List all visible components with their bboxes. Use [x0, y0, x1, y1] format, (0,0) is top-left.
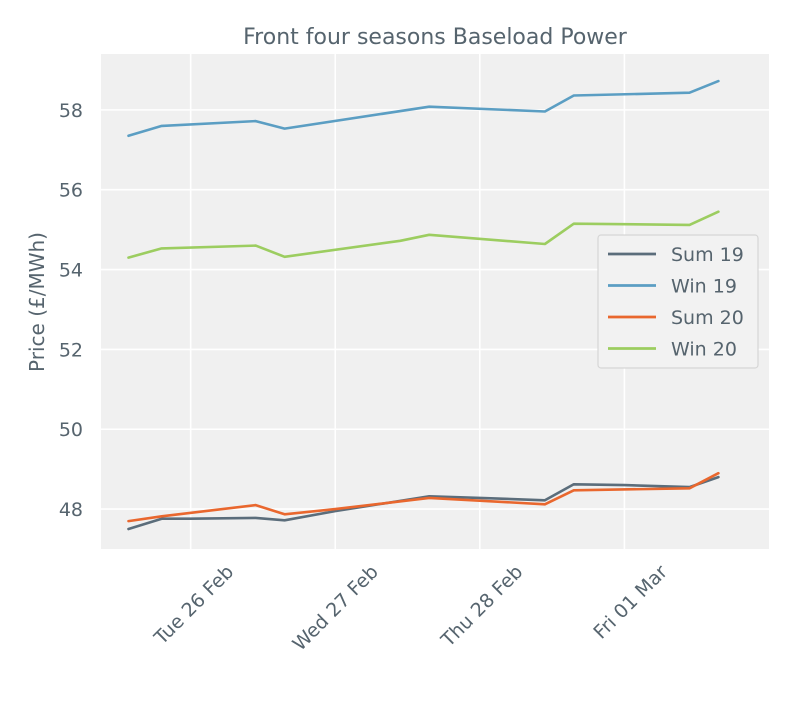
- y-axis: 48 50 52 54 56 58: [59, 100, 83, 521]
- legend-items: Sum 19 Win 19 Sum 20 Win 20: [608, 244, 744, 361]
- legend-label: Win 19: [671, 276, 737, 298]
- series-line-win-19: [127, 79, 720, 138]
- y-tick-label: 48: [59, 499, 83, 521]
- series-line-win-20: [127, 210, 720, 259]
- legend: Sum 19 Win 19 Sum 20 Win 20: [597, 234, 759, 369]
- y-axis-label: Price (£/MWh): [25, 232, 49, 372]
- series-lines: [127, 79, 720, 531]
- legend-label: Win 20: [671, 339, 737, 361]
- y-tick-label: 58: [59, 100, 83, 122]
- y-tick-label: 50: [59, 419, 83, 441]
- series-line-sum-20: [127, 471, 720, 523]
- y-tick-label: 56: [59, 180, 83, 202]
- y-tick-label: 54: [59, 260, 83, 282]
- y-tick-label: 52: [59, 339, 83, 361]
- x-tick-label: Thu 28 Feb: [436, 561, 527, 652]
- x-tick-label: Wed 27 Feb: [288, 561, 382, 655]
- legend-label: Sum 20: [671, 307, 744, 329]
- x-axis: Tue 26 Feb Wed 27 Feb Thu 28 Feb Fri 01 Mar: [150, 561, 673, 655]
- x-tick-label: Tue 26 Feb: [150, 561, 239, 650]
- x-tick-label: Fri 01 Mar: [589, 561, 672, 644]
- chart-title: Front four seasons Baseload Power: [243, 25, 628, 50]
- legend-label: Sum 19: [671, 244, 744, 266]
- legend-box: [597, 234, 759, 369]
- series-line-sum-19: [127, 475, 720, 531]
